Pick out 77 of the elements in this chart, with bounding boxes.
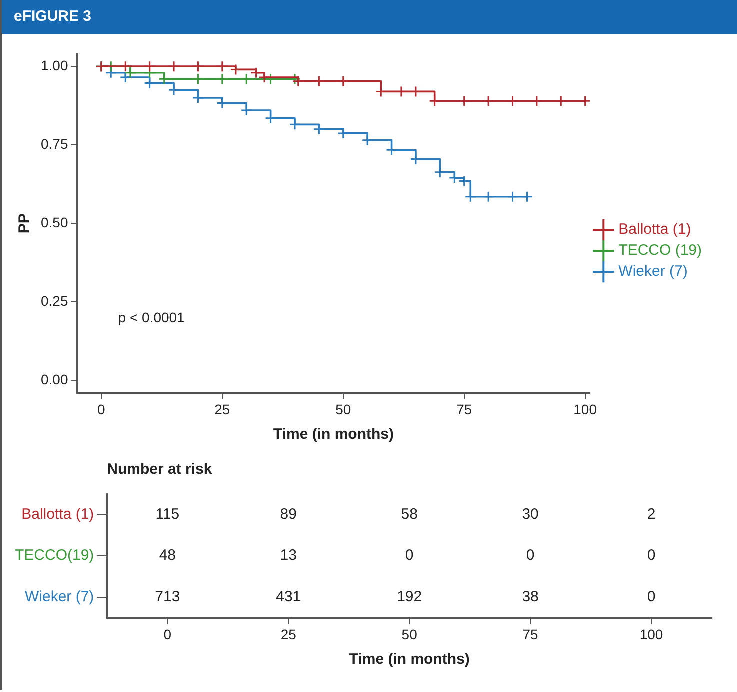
y-tick-label: Ballotta (1)	[22, 506, 94, 523]
data-label: 431	[276, 588, 302, 606]
x-tick-label: 100	[574, 401, 598, 418]
point	[240, 73, 252, 85]
point	[168, 84, 180, 96]
data-label: 192	[397, 588, 422, 606]
data-label: 13	[280, 547, 297, 564]
point	[144, 60, 156, 72]
annotation: p < 0.0001	[118, 309, 186, 326]
point	[362, 134, 374, 146]
data-label: 2	[647, 506, 656, 523]
data-label: 48	[159, 547, 176, 564]
data-label: 0	[647, 588, 656, 606]
data-label: 0	[647, 547, 656, 564]
data-label: 0	[405, 547, 414, 564]
data-label: 38	[522, 588, 539, 606]
point	[124, 67, 136, 79]
point	[240, 104, 252, 116]
legend-label: TECCO (19)	[618, 242, 702, 260]
x-tick-label: 50	[402, 626, 418, 642]
point	[531, 95, 543, 107]
point	[482, 95, 494, 107]
point	[458, 95, 470, 107]
chart-title: eFIGURE 3	[2, 0, 737, 34]
point	[120, 60, 132, 72]
y-tick-label: 0.25	[41, 292, 68, 309]
x-axis-title: Time (in months)	[273, 426, 394, 444]
y-axis-title: PP	[16, 214, 34, 234]
point	[448, 172, 460, 184]
y-tick-label: TECCO(19)	[14, 547, 94, 564]
y-tick-label: 0.50	[41, 214, 68, 230]
point	[313, 124, 325, 136]
point	[313, 76, 325, 88]
point	[555, 95, 567, 107]
point	[580, 95, 590, 107]
point	[434, 166, 446, 178]
x-tick-label: 25	[214, 401, 230, 418]
y-tick-label: 0.75	[41, 136, 68, 152]
data-label: 0	[526, 547, 535, 564]
point	[464, 191, 476, 203]
data-label: 58	[401, 506, 418, 523]
x-axis-title: Time (in months)	[349, 651, 470, 668]
data-label: 713	[155, 588, 180, 606]
point	[338, 128, 350, 140]
x-tick-label: 75	[522, 626, 539, 642]
point	[192, 73, 204, 85]
point	[168, 60, 180, 72]
point	[522, 191, 534, 203]
point	[482, 191, 494, 203]
chart-title: Number at risk	[107, 461, 213, 478]
y-tick-label: 1.00	[41, 57, 68, 74]
y-tick-label: Wieker (7)	[25, 588, 94, 606]
point	[289, 118, 301, 130]
point	[338, 76, 350, 88]
point	[506, 95, 518, 107]
data-label: 89	[280, 506, 297, 523]
point	[265, 112, 277, 124]
point	[506, 191, 518, 203]
point	[292, 76, 304, 88]
point	[158, 73, 170, 85]
legend-label: Wieker (7)	[618, 263, 688, 280]
point	[216, 60, 228, 72]
point	[192, 60, 204, 72]
x-tick-label: 100	[640, 626, 664, 642]
x-tick-label: 50	[336, 401, 352, 418]
data-label: 30	[522, 506, 539, 523]
point	[386, 144, 398, 156]
x-tick-label: 0	[98, 401, 106, 418]
point	[192, 92, 204, 104]
data-label: 115	[156, 506, 180, 523]
y-tick-label: 0.00	[41, 371, 68, 388]
x-tick-label: 75	[456, 401, 472, 418]
x-tick-label: 25	[280, 626, 297, 642]
x-tick-label: 0	[164, 626, 172, 642]
legend-label: Ballotta (1)	[618, 221, 692, 238]
point	[429, 95, 441, 107]
point	[216, 73, 228, 85]
